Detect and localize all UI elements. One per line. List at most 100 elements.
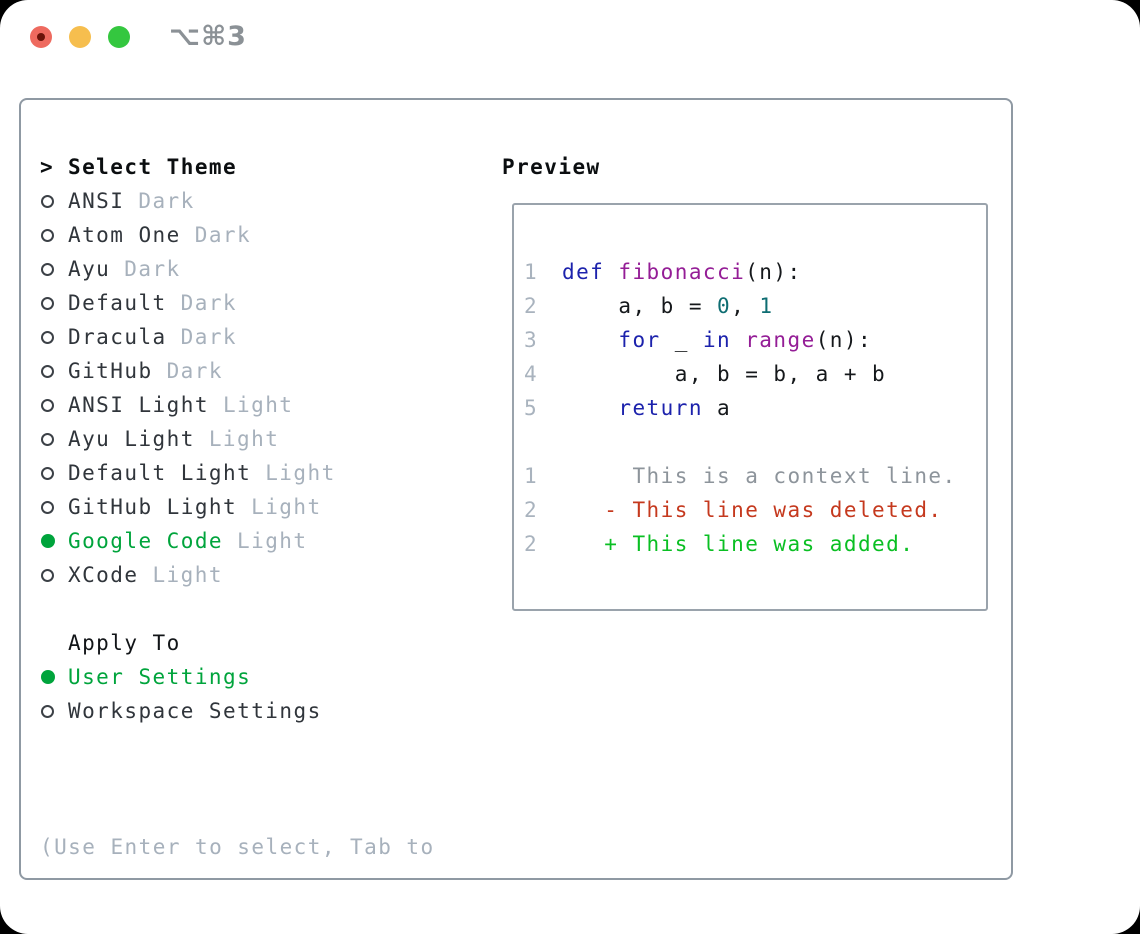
theme-option-dracula[interactable]: Dracula Dark <box>40 320 336 354</box>
theme-variant-badge: Dark <box>180 325 238 349</box>
diff-line-deleted: 2 - This line was deleted. <box>524 493 957 527</box>
help-line-1: (Use Enter to select, Tab to <box>40 835 435 859</box>
theme-option-default-light[interactable]: Default Light Light <box>40 456 336 490</box>
close-dot-icon <box>37 33 45 41</box>
apply-option-label: Workspace Settings <box>68 699 322 723</box>
token-keyword: in <box>702 328 732 352</box>
theme-variant-badge: Light <box>251 495 322 519</box>
radio-unselected-icon <box>40 704 68 718</box>
token-plain: a, b = b, a + b <box>562 362 887 386</box>
token-plain <box>731 328 745 352</box>
theme-name: ANSI <box>68 189 125 213</box>
theme-option-google-code[interactable]: Google Code Light <box>40 524 336 558</box>
theme-list-column: > Select Theme ANSI Dark Atom One Dark Ayu Da… <box>40 150 336 592</box>
line-number: 5 <box>524 396 539 420</box>
token-plain: (n): <box>815 328 873 352</box>
theme-option-xcode[interactable]: XCode Light <box>40 558 336 592</box>
line-number: 2 <box>524 498 539 522</box>
theme-variant-badge: Dark <box>124 257 181 281</box>
token-keyword: def <box>562 260 605 284</box>
line-number: 3 <box>524 328 539 352</box>
diff-text: - This line was deleted. <box>562 498 943 522</box>
theme-name: XCode <box>68 563 139 587</box>
theme-list-title: Select Theme <box>68 155 238 179</box>
theme-variant-badge: Dark <box>180 291 238 315</box>
diff-preview: 1 This is a context line. 2 - This line w… <box>524 459 957 561</box>
theme-variant-badge: Light <box>208 427 280 451</box>
code-line: 1 def fibonacci(n): <box>524 255 886 289</box>
apply-option-workspace-settings[interactable]: Workspace Settings <box>40 694 322 728</box>
minimize-button[interactable] <box>69 26 91 48</box>
theme-variant-badge: Dark <box>194 223 252 247</box>
theme-option-ayu-light[interactable]: Ayu Light Light <box>40 422 336 456</box>
line-number: 2 <box>524 532 539 556</box>
line-number: 1 <box>524 464 539 488</box>
focus-caret-icon: > <box>40 155 55 179</box>
radio-selected-icon <box>40 534 68 548</box>
radio-unselected-icon <box>40 330 68 344</box>
theme-name: GitHub <box>68 359 153 383</box>
token-function: range <box>745 328 816 352</box>
radio-unselected-icon <box>40 568 68 582</box>
token-keyword: for <box>618 328 661 352</box>
diff-line-added: 2 + This line was added. <box>524 527 957 561</box>
theme-name: ANSI Light <box>68 393 209 417</box>
theme-option-atom-one[interactable]: Atom One Dark <box>40 218 336 252</box>
apply-to-title: Apply To <box>68 631 181 655</box>
token-keyword: return <box>618 396 703 420</box>
line-number: 2 <box>524 294 539 318</box>
token-plain: (n): <box>745 260 802 284</box>
theme-option-ayu[interactable]: Ayu Dark <box>40 252 336 286</box>
radio-unselected-icon <box>40 398 68 412</box>
token-function: fibonacci <box>618 260 746 284</box>
code-line: 5 return a <box>524 391 886 425</box>
diff-text: This is a context line. <box>562 464 957 488</box>
token-number: 0 <box>717 294 732 318</box>
apply-option-label: User Settings <box>68 665 252 689</box>
code-line: 2 a, b = 0, 1 <box>524 289 886 323</box>
theme-variant-badge: Light <box>237 529 308 553</box>
code-tokens: a, b = b, a + b <box>562 357 886 391</box>
theme-list: ANSI Dark Atom One Dark Ayu Dark Default Dark Dr… <box>40 184 336 592</box>
token-plain <box>562 328 618 352</box>
code-tokens: def fibonacci(n): <box>562 255 802 289</box>
radio-unselected-icon <box>40 466 68 480</box>
theme-variant-badge: Light <box>222 393 294 417</box>
radio-unselected-icon <box>40 296 68 310</box>
code-tokens: for _ in range(n): <box>562 323 872 357</box>
token-plain <box>604 260 618 284</box>
theme-name: Ayu <box>68 257 111 281</box>
radio-unselected-icon <box>40 364 68 378</box>
code-tokens: a, b = 0, 1 <box>562 289 773 323</box>
token-number: 1 <box>759 294 774 318</box>
close-button[interactable] <box>30 26 52 48</box>
theme-option-default[interactable]: Default Dark <box>40 286 336 320</box>
apply-option-user-settings[interactable]: User Settings <box>40 660 322 694</box>
token-plain <box>562 396 618 420</box>
theme-option-github[interactable]: GitHub Dark <box>40 354 336 388</box>
theme-option-ansi-light[interactable]: ANSI Light Light <box>40 388 336 422</box>
theme-variant-badge: Light <box>152 563 223 587</box>
radio-selected-icon <box>40 670 68 684</box>
help-text: (Use Enter to select, Tab to change focu… <box>40 762 435 934</box>
theme-option-github-light[interactable]: GitHub Light Light <box>40 490 336 524</box>
diff-line-context: 1 This is a context line. <box>524 459 957 493</box>
theme-name: Default Light <box>68 461 252 485</box>
code-line: 3 for _ in range(n): <box>524 323 886 357</box>
token-plain: _ <box>660 328 703 352</box>
line-number: 4 <box>524 362 539 386</box>
zoom-button[interactable] <box>108 26 130 48</box>
apply-to-list: User Settings Workspace Settings <box>40 660 322 728</box>
theme-option-ansi[interactable]: ANSI Dark <box>40 184 336 218</box>
apply-to-header-row: Apply To <box>40 626 322 660</box>
code-tokens: return a <box>562 391 731 425</box>
theme-name: Dracula <box>68 325 167 349</box>
window-title: ⌥⌘3 <box>169 21 247 52</box>
titlebar: ⌥⌘3 <box>30 21 247 52</box>
radio-unselected-icon <box>40 228 68 242</box>
line-number: 1 <box>524 260 539 284</box>
theme-variant-badge: Light <box>265 461 336 485</box>
